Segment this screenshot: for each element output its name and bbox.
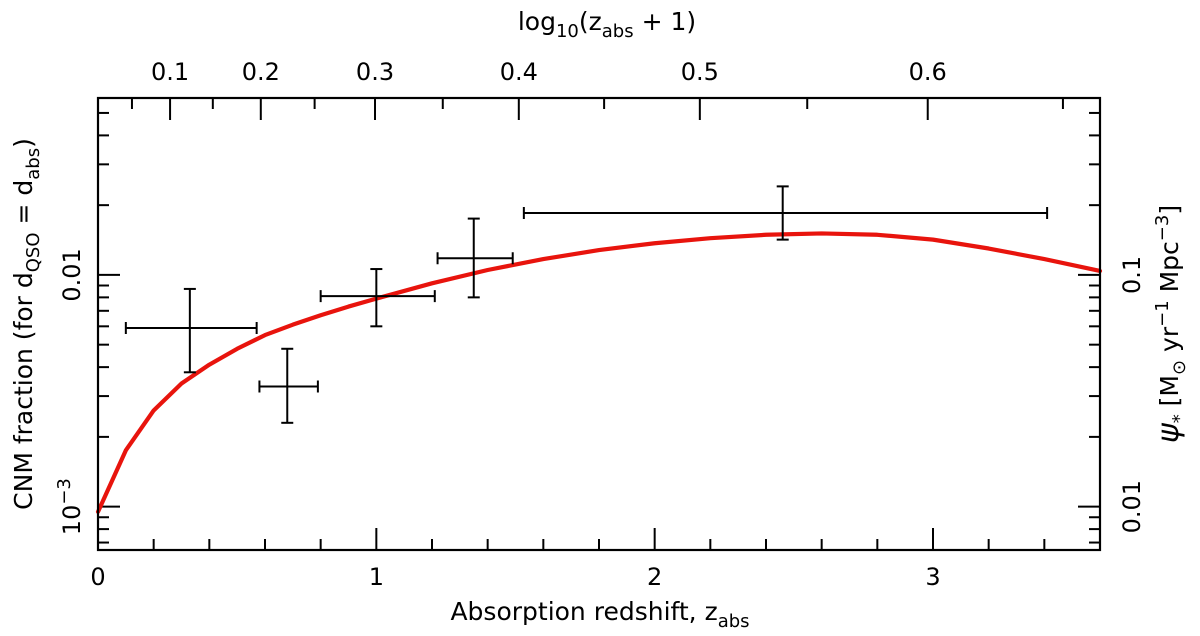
data-point [319,268,436,328]
top-tick-label: 0.5 [681,58,719,86]
y-left-tick-exponent: −3 [54,478,75,505]
y-right-tick-label: 0.1 [1118,256,1146,294]
y-left-tick-label: 0.01 [58,248,86,301]
top-tick-label: 0.3 [356,58,394,86]
y-axis-right-label: ψ* [M⊙ yr−1 Mpc−3] [1151,205,1190,443]
axis-ticks [97,98,1101,550]
plot-frame [96,96,1102,552]
top-tick-label: 0.2 [242,58,280,86]
y-left-tick-label: 10−3 [54,478,86,535]
curve-group [95,231,1103,514]
top-axis-label: log10(zabs + 1) [518,7,696,42]
y-left-tick-base: 0.01 [58,248,86,301]
data-point [522,185,1049,241]
top-tick-label: 0.1 [151,58,189,86]
data-point [258,347,319,424]
y-right-tick-label: 0.01 [1118,480,1146,533]
top-tick-label: 0.6 [909,58,947,86]
x-axis-label: Absorption redshift, zabs [450,597,749,632]
x-tick-label: 0 [90,563,105,591]
y-axis-left-label: CNM fraction (for dQSO = dabs) [9,138,44,510]
top-tick-label: 0.4 [500,58,538,86]
data-points [124,185,1049,424]
x-tick-label: 3 [925,563,940,591]
data-point [436,217,514,299]
x-tick-label: 1 [369,563,384,591]
x-tick-label: 2 [647,563,662,591]
sfr-curve [95,231,1103,514]
y-left-tick-base: 10 [58,505,86,536]
tick-labels: 0 1 2 3 0.1 0.2 0.3 0.4 0.5 0.6 10−3 0.01 0.01 0.1 [54,58,1146,591]
data-point [124,287,258,374]
